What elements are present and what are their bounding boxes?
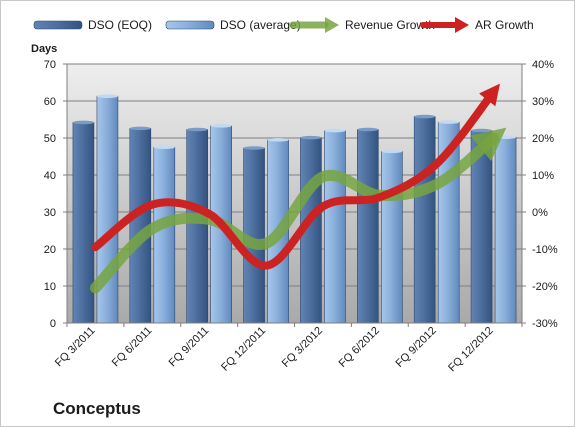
left-tick-label: 60 <box>44 96 56 108</box>
growth-lines <box>89 83 507 294</box>
bar-dso-average <box>153 146 176 324</box>
x-tick-label: FQ 6/2012 <box>337 325 382 370</box>
bar-cap <box>438 120 460 124</box>
left-tick-label: 70 <box>44 59 56 71</box>
bar-cap <box>300 135 322 140</box>
bar-cap <box>357 127 379 132</box>
bar-dso-eoq <box>72 122 95 324</box>
left-tick-label: 10 <box>44 281 56 293</box>
right-tick-label: -20% <box>532 281 558 293</box>
right-axis: -30% -20% -10% 0% 10% 20% 30% 40% <box>522 59 558 330</box>
right-tick-label: 10% <box>532 170 554 182</box>
legend-arrowhead <box>325 17 339 33</box>
x-tick-label: FQ 6/2011 <box>110 325 155 370</box>
bar-cap <box>129 126 151 131</box>
bar-cap <box>324 128 346 133</box>
legend-swatch <box>165 20 215 30</box>
right-tick-label: -10% <box>532 244 558 256</box>
bar-cap <box>243 146 265 150</box>
ar-growth-line <box>91 83 500 270</box>
x-tick-label: FQ 9/2012 <box>394 325 439 370</box>
x-tick-label: FQ 12/2011 <box>219 325 268 374</box>
right-tick-label: 20% <box>532 133 554 145</box>
x-tick-label: FQ 3/2012 <box>280 325 325 370</box>
x-axis: FQ 3/2011 FQ 6/2011 FQ 9/2011 FQ 12/2011 FQ … <box>53 322 523 375</box>
legend-label: AR Growth <box>475 18 534 32</box>
bar-dso-average <box>381 151 403 324</box>
left-axis: 0 10 20 30 40 50 60 70 <box>44 59 67 330</box>
x-tick-label: FQ 3/2011 <box>53 325 98 370</box>
right-tick-label: -30% <box>532 318 558 330</box>
bar-cap <box>210 123 232 128</box>
bar-cap <box>153 145 175 150</box>
right-tick-label: 0% <box>532 207 548 219</box>
bar-dso-eoq <box>186 129 208 324</box>
bar-cap <box>414 114 436 119</box>
legend-label: DSO (EOQ) <box>88 18 152 32</box>
left-tick-label: 0 <box>50 318 56 330</box>
left-tick-label: 40 <box>44 170 56 182</box>
bar-dso-eoq <box>357 129 379 324</box>
bar-dso-eoq <box>413 116 436 324</box>
company-name: Conceptus <box>53 399 141 418</box>
bar-dso-average <box>494 136 517 324</box>
legend-label: Revenue Growth <box>345 18 435 32</box>
x-tick-label: FQ 12/2012 <box>446 325 496 375</box>
bar-cap <box>96 94 118 98</box>
right-tick-label: 30% <box>532 96 554 108</box>
revenue-growth-line <box>89 127 507 294</box>
bar-cap <box>471 128 493 133</box>
left-axis-title: Days <box>31 43 57 55</box>
bar-cap <box>267 138 289 142</box>
bar-cap <box>186 127 208 132</box>
left-tick-label: 50 <box>44 133 56 145</box>
right-tick-label: 40% <box>532 59 554 71</box>
bar-cap <box>381 149 403 154</box>
left-tick-label: 20 <box>44 244 56 256</box>
bar-cap <box>72 120 94 125</box>
legend-swatch <box>33 20 83 30</box>
left-tick-label: 30 <box>44 207 56 219</box>
bar-dso-average <box>324 130 346 324</box>
legend-arrowhead <box>455 17 469 33</box>
legend: DSO (EOQ) DSO (average) Revenue Growth AR G… <box>33 17 534 33</box>
x-tick-label: FQ 9/2011 <box>167 325 212 370</box>
legend-label: DSO (average) <box>220 18 301 32</box>
